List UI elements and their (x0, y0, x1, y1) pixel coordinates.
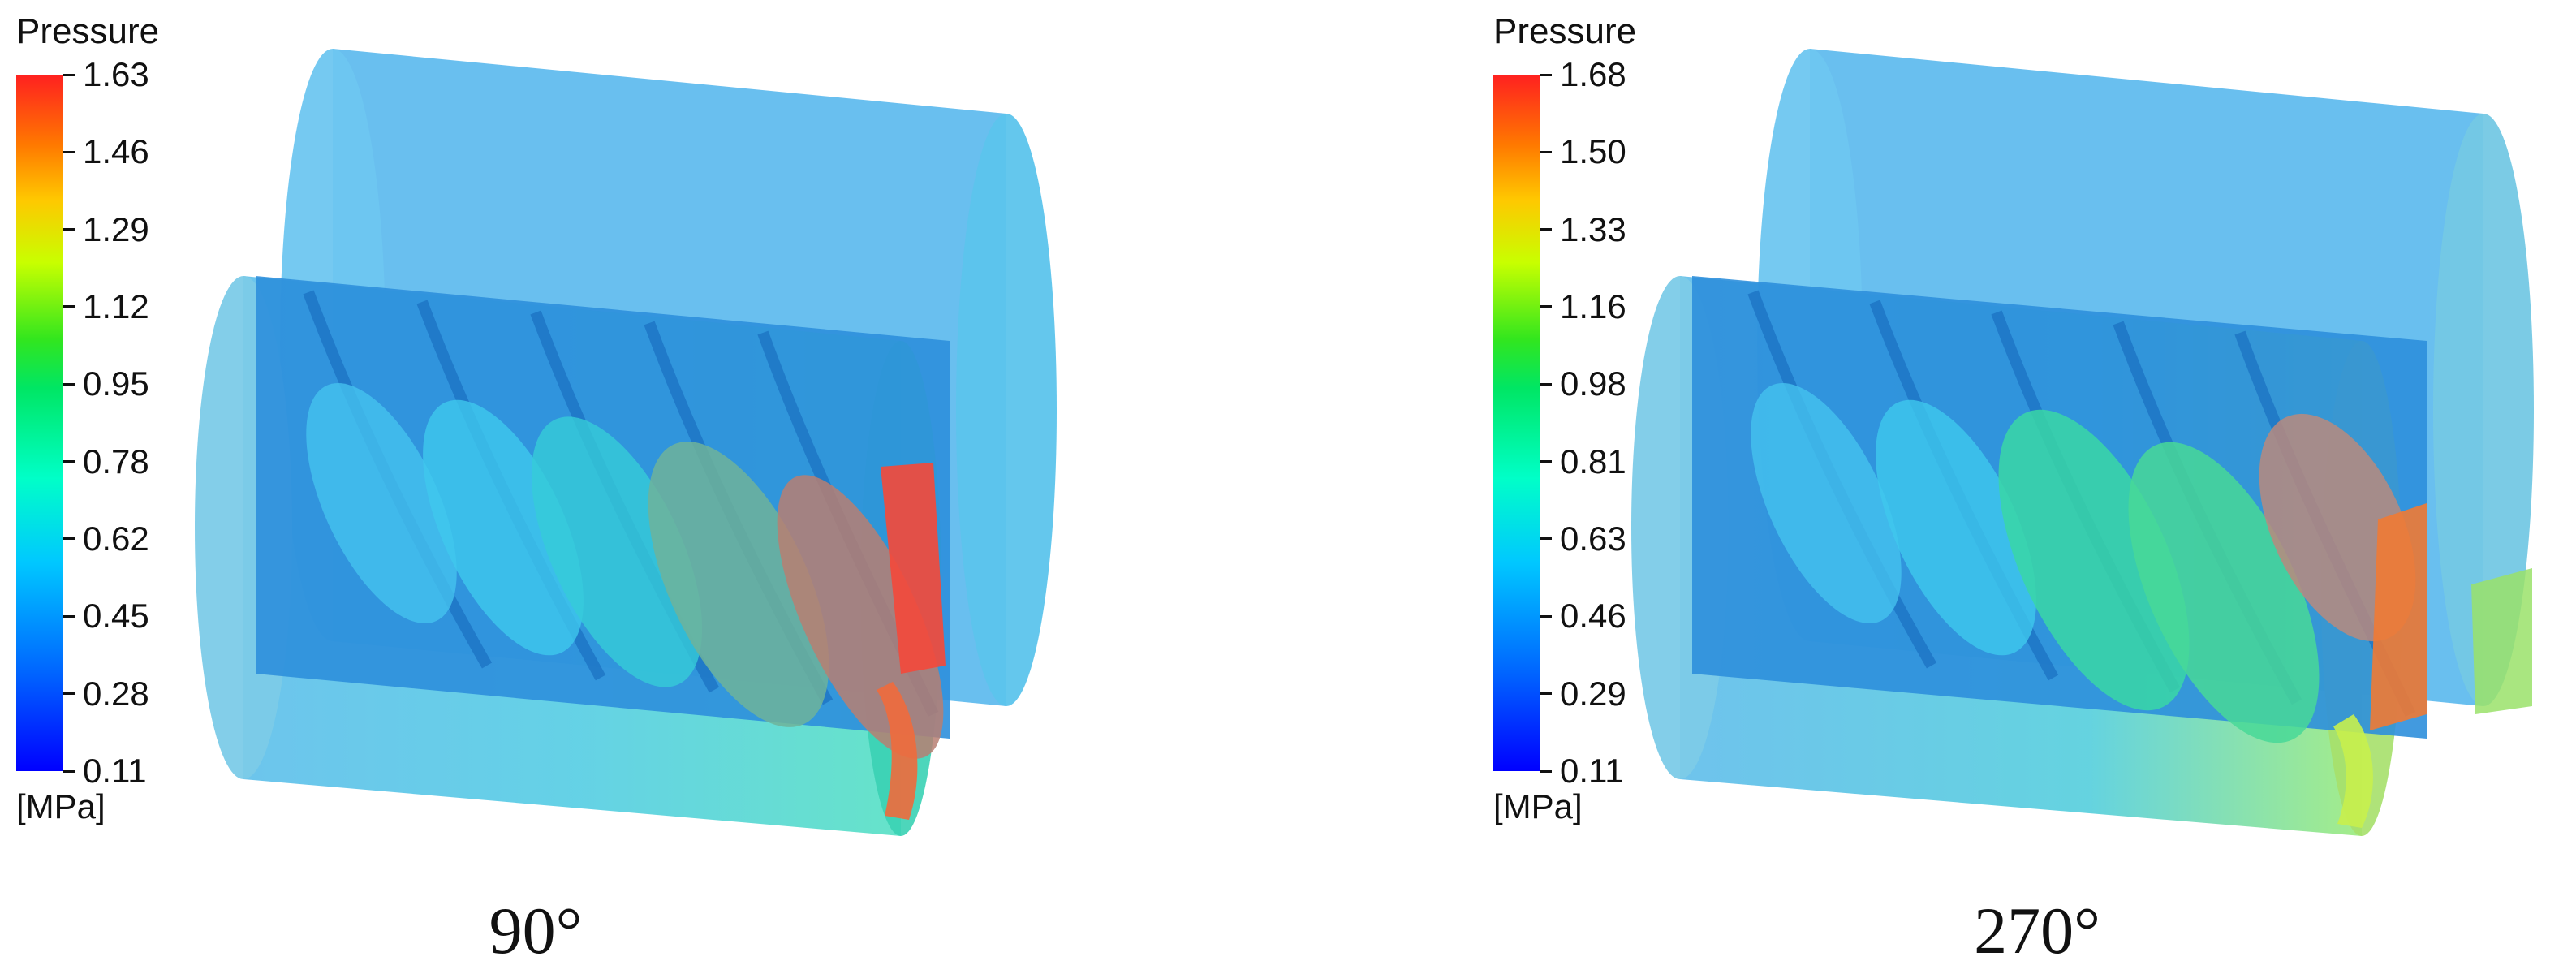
colorbar-tick: 0.63 (1540, 519, 1654, 558)
colorbar-tick: 1.12 (63, 287, 177, 326)
colorbar-tick: 1.68 (1540, 55, 1654, 94)
pressure-panel-90: Pressure 1.63 1.46 1.29 1.12 0.95 0.78 0… (16, 11, 1057, 968)
rotor-pressure-render-90 (195, 49, 1057, 836)
colorbar-tick: 1.33 (1540, 210, 1654, 249)
colorbar-tick: 0.62 (63, 519, 177, 558)
colorbar-tick: 1.16 (1540, 287, 1654, 326)
colorbar-tick: 0.46 (1540, 597, 1654, 636)
colorbar-tick: 0.45 (63, 597, 177, 636)
pressure-colorbar (1493, 75, 1540, 771)
colorbar-tick: 0.98 (1540, 364, 1654, 403)
colorbar-tick: 0.95 (63, 364, 177, 403)
colorbar-tick: 0.11 (63, 752, 177, 791)
pressure-colorbar (16, 75, 63, 771)
colorbar-ticks: 1.68 1.50 1.33 1.16 0.98 0.81 0.63 0.46 … (1540, 55, 1654, 790)
legend-title: Pressure (1493, 11, 1637, 51)
legend-title: Pressure (16, 11, 160, 51)
colorbar-tick: 0.28 (63, 674, 177, 713)
angle-label: 90° (489, 894, 583, 968)
legend-unit: [MPa] (1493, 787, 1583, 825)
colorbar-tick: 1.46 (63, 132, 177, 171)
colorbar-tick: 0.11 (1540, 752, 1654, 791)
colorbar-tick: 0.29 (1540, 674, 1654, 713)
angle-label: 270° (1974, 894, 2100, 968)
colorbar-tick: 1.29 (63, 210, 177, 249)
colorbar-tick: 1.63 (63, 55, 177, 94)
rotor-lobes (1692, 276, 2427, 828)
legend-unit: [MPa] (16, 787, 106, 825)
rotor-pressure-render-270 (1631, 49, 2534, 836)
colorbar-ticks: 1.63 1.46 1.29 1.12 0.95 0.78 0.62 0.45 … (63, 55, 177, 790)
colorbar-tick: 0.78 (63, 442, 177, 481)
rotor-lobes (256, 276, 950, 820)
colorbar-tick: 0.81 (1540, 442, 1654, 481)
colorbar-tick: 1.50 (1540, 132, 1654, 171)
pressure-panel-270: Pressure 1.68 1.50 1.33 1.16 0.98 0.81 0… (1477, 0, 2576, 974)
